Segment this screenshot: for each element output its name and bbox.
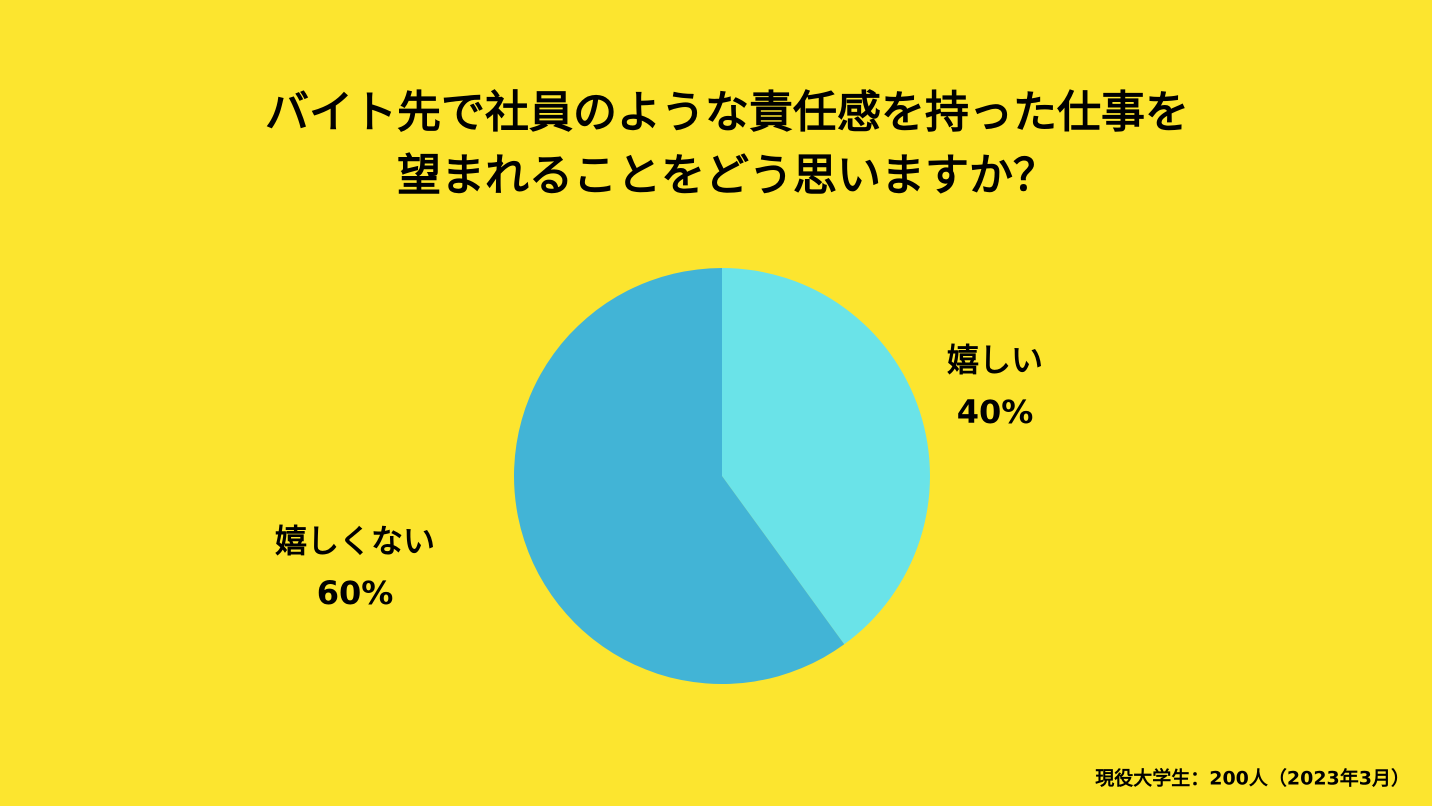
- chart-title: 望まれることをどう思いますか？: [397, 150, 1057, 201]
- value-label: 40%: [957, 393, 1034, 431]
- pie-slice: [722, 268, 931, 645]
- value-label: 60%: [317, 574, 394, 612]
- footnote: 現役大学生：200人（2023年3月）: [1095, 767, 1410, 790]
- chart-title: バイト先で社員のような責任感を持った仕事を: [265, 87, 1189, 138]
- slice-label: 嬉しい: [947, 341, 1043, 379]
- slice-label: 嬉しくない: [275, 522, 435, 560]
- pie-slice: [514, 267, 845, 684]
